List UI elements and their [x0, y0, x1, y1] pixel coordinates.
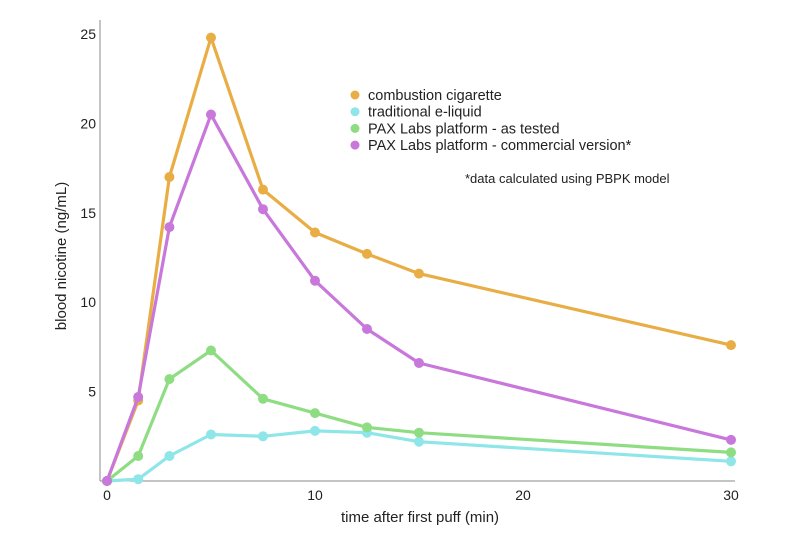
data-point	[206, 429, 216, 440]
data-point	[164, 451, 175, 461]
data-point	[414, 427, 424, 438]
model-note: *data calculated using PBPK model	[465, 171, 670, 186]
legend-item: combustion cigarette	[350, 88, 502, 104]
data-point	[362, 324, 372, 334]
data-point	[164, 172, 175, 182]
data-point	[164, 374, 175, 385]
x-axis-label: time after first puff (min)	[341, 509, 499, 526]
data-point	[258, 184, 268, 195]
data-point	[258, 431, 268, 442]
x-tick-label: 10	[307, 487, 323, 503]
legend-label: PAX Labs platform - commercial version*	[368, 138, 632, 154]
data-point	[164, 222, 175, 233]
legend-label: traditional e-liquid	[368, 105, 482, 121]
data-point	[310, 275, 320, 286]
data-point	[310, 227, 320, 238]
data-point	[414, 358, 424, 368]
data-point	[206, 32, 216, 43]
y-tick-label: 5	[88, 384, 96, 400]
legend-item: traditional e-liquid	[350, 105, 482, 121]
data-point	[726, 447, 736, 458]
data-point	[133, 451, 144, 461]
data-point	[206, 109, 216, 120]
series-2	[102, 345, 736, 486]
data-point	[258, 204, 268, 215]
data-point	[133, 474, 144, 485]
data-point	[414, 436, 424, 447]
data-point	[310, 425, 320, 436]
legend-swatch	[350, 107, 360, 117]
data-point	[414, 268, 424, 279]
series-1	[102, 425, 736, 486]
data-point	[362, 422, 372, 433]
data-point	[102, 476, 112, 486]
data-point	[310, 408, 320, 419]
data-point	[206, 345, 216, 356]
data-point	[258, 393, 268, 404]
legend-swatch	[350, 123, 360, 133]
y-tick-label: 25	[80, 26, 96, 42]
series-line	[105, 112, 733, 483]
legend-swatch	[350, 140, 360, 150]
x-tick-label: 0	[103, 487, 111, 503]
y-tick-label: 20	[80, 115, 96, 131]
legend-label: PAX Labs platform - as tested	[368, 121, 560, 137]
x-tick-label: 30	[723, 487, 739, 503]
data-point	[726, 456, 736, 467]
legend-item: PAX Labs platform - commercial version*	[350, 138, 632, 154]
x-tick-labels: 0 10 20 30	[103, 487, 739, 503]
legend-item: PAX Labs platform - as tested	[350, 121, 560, 137]
y-axis-label: blood nicotine (ng/mL)	[53, 182, 70, 330]
data-point	[133, 392, 144, 402]
legend-label: combustion cigarette	[368, 88, 502, 104]
y-tick-label: 10	[80, 294, 96, 310]
y-tick-label: 15	[80, 205, 96, 221]
data-point	[362, 248, 372, 259]
series-group	[102, 32, 736, 486]
data-point	[726, 340, 736, 351]
x-tick-label: 20	[515, 487, 531, 503]
data-point	[726, 434, 736, 445]
y-tick-labels: 5 10 15 20 25	[80, 26, 96, 400]
legend-swatch	[350, 90, 360, 100]
series-3	[102, 109, 736, 486]
